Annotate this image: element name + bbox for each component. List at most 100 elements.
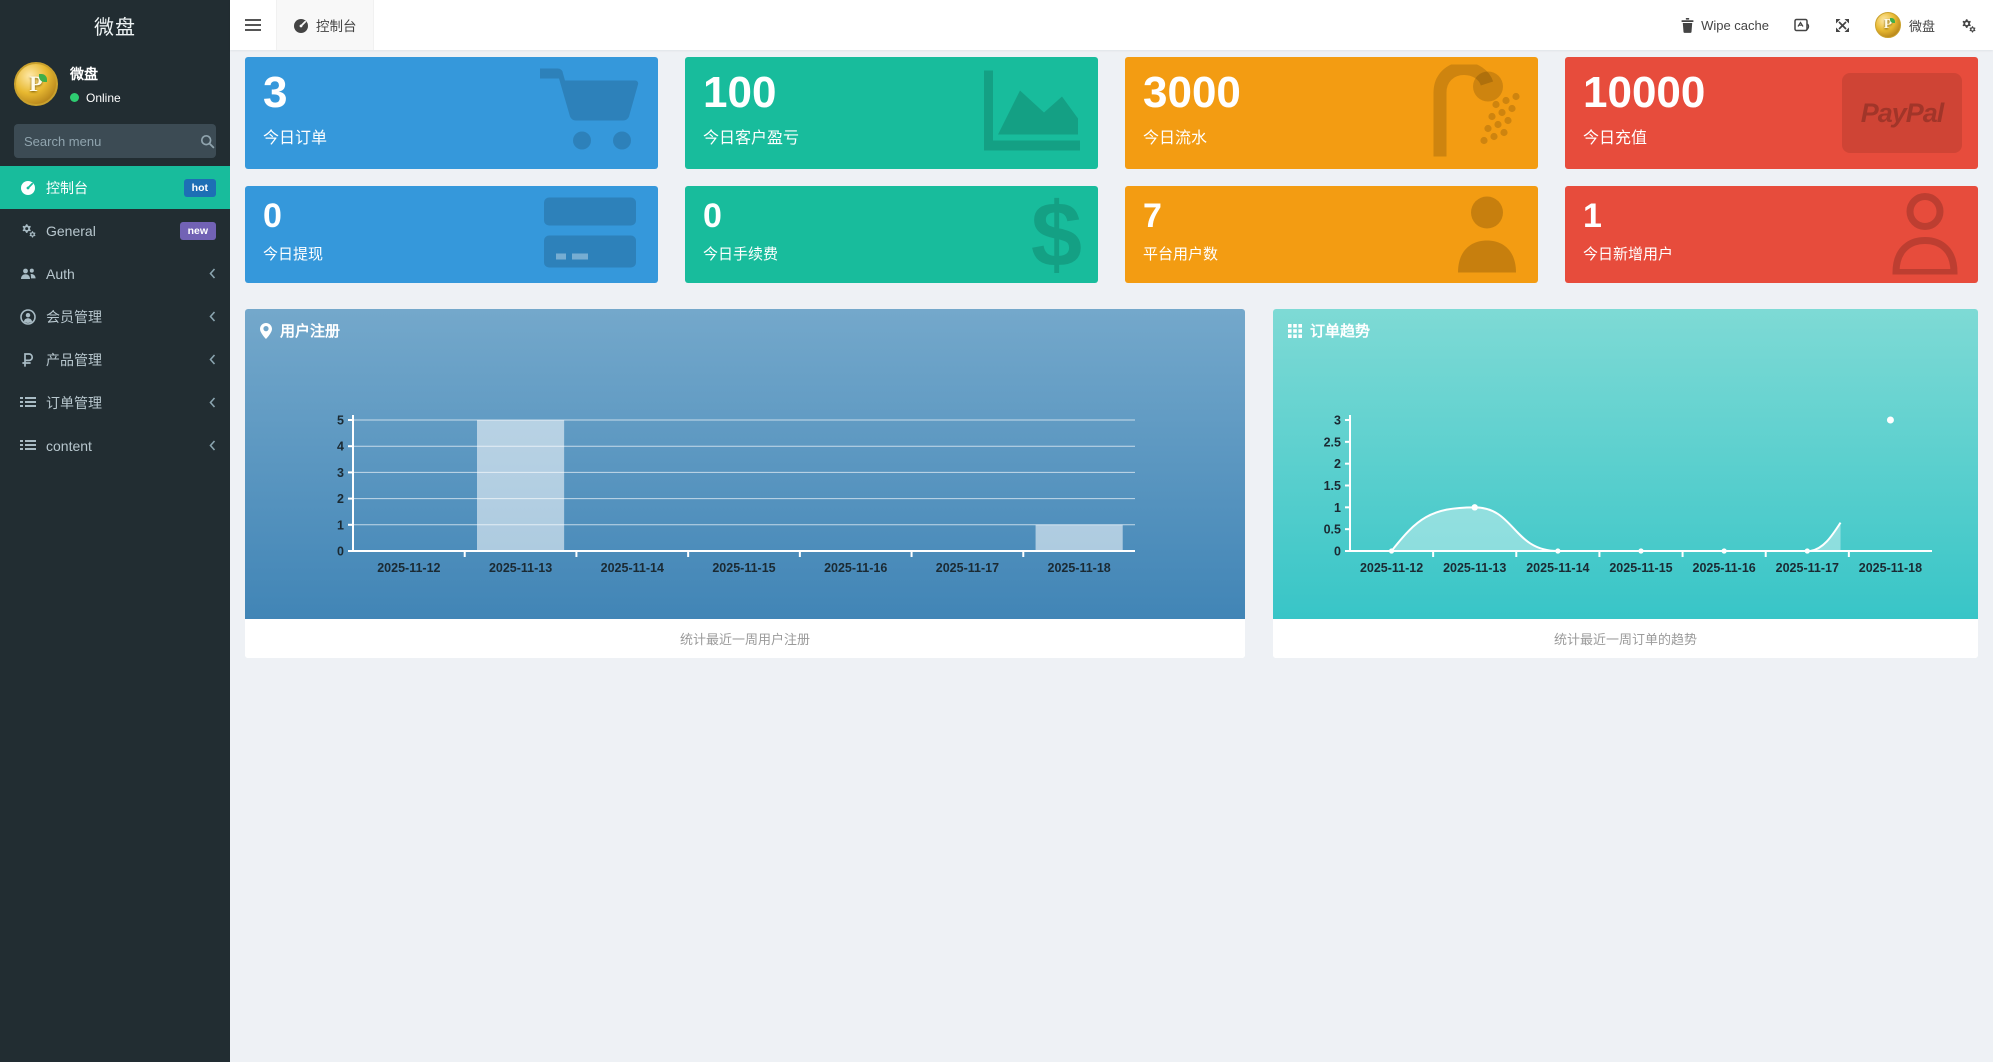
svg-text:2025-11-16: 2025-11-16: [1693, 561, 1756, 575]
dollar-icon: $: [1030, 186, 1082, 283]
users-icon: [20, 267, 44, 281]
stat-value: 3: [263, 68, 288, 117]
chevron-left-icon: [209, 397, 216, 408]
chevron-left-icon: [209, 268, 216, 279]
sidebar-item-label: Auth: [46, 265, 75, 282]
sidebar-user-name: 微盘: [70, 65, 98, 82]
online-status: Online: [70, 91, 121, 105]
stat-card-fees-today[interactable]: 0 今日手续费 $: [685, 186, 1098, 283]
user-registration-chart: 用户注册 0 1 2 3 4 5 2025-11-12 2025-11-13 2025-11-1…: [245, 309, 1245, 619]
sidebar-item-auth[interactable]: Auth: [0, 252, 230, 295]
sidebar-item-label: General: [46, 222, 96, 239]
cart-icon: [536, 67, 642, 160]
sidebar-item-dashboard[interactable]: 控制台 hot: [0, 166, 230, 209]
svg-text:2025-11-15: 2025-11-15: [712, 561, 775, 575]
svg-text:2: 2: [1334, 457, 1341, 471]
svg-text:2025-11-14: 2025-11-14: [1526, 561, 1589, 575]
svg-text:4: 4: [337, 440, 344, 454]
fullscreen-icon[interactable]: [1835, 18, 1850, 33]
svg-text:2: 2: [337, 492, 344, 506]
svg-text:0.5: 0.5: [1324, 523, 1341, 537]
stat-label: 今日订单: [263, 130, 328, 148]
cogs-icon: [20, 223, 44, 238]
chevron-left-icon: [209, 311, 216, 322]
stat-card-platform-users[interactable]: 7 平台用户数: [1125, 186, 1538, 283]
ruble-icon: [20, 352, 44, 367]
stat-card-new-users-today[interactable]: 1 今日新增用户: [1565, 186, 1978, 283]
language-icon[interactable]: [1794, 18, 1810, 33]
shower-icon: [1426, 61, 1522, 162]
stat-card-recharge-today[interactable]: 10000 今日充值 PayPal: [1565, 57, 1978, 169]
svg-text:2025-11-13: 2025-11-13: [1443, 561, 1506, 575]
svg-text:2025-11-17: 2025-11-17: [1776, 561, 1839, 575]
list-icon: [20, 396, 44, 410]
sidebar-item-content[interactable]: content: [0, 424, 230, 467]
stat-value: 7: [1143, 197, 1162, 235]
user-circle-icon: [20, 308, 44, 325]
stat-label: 今日充值: [1583, 130, 1648, 148]
sidebar-item-label: 订单管理: [46, 394, 102, 411]
sidebar-item-orders[interactable]: 订单管理: [0, 381, 230, 424]
stat-value: 0: [263, 197, 282, 235]
topbar-user-menu[interactable]: P 微盘: [1874, 12, 1935, 38]
bar-chart-svg: 0 1 2 3 4 5 2025-11-12 2025-11-13 2025-11-14 2025…: [337, 414, 1135, 575]
online-status-label: Online: [86, 90, 121, 105]
dashboard-icon: [293, 18, 309, 33]
svg-text:3: 3: [1334, 414, 1341, 428]
chart-panels-row: 用户注册 0 1 2 3 4 5 2025-11-12 2025-11-13 2025-11-1…: [245, 309, 1978, 658]
sidebar-item-label: 产品管理: [46, 351, 102, 368]
stat-card-withdraw-today[interactable]: 0 今日提现: [245, 186, 658, 283]
tab-dashboard[interactable]: 控制台: [276, 0, 374, 50]
order-trend-panel: 订单趋势 0 0.5 1 1.5 2 2.5 3 2025-11-12 2025-11-13 20…: [1273, 309, 1978, 658]
wipe-cache-label: Wipe cache: [1701, 17, 1769, 33]
paypal-icon: PayPal: [1842, 73, 1962, 153]
svg-text:0: 0: [337, 545, 344, 559]
stat-value: 1: [1583, 197, 1602, 235]
sidebar-item-products[interactable]: 产品管理: [0, 338, 230, 381]
svg-text:0: 0: [1334, 545, 1341, 559]
svg-text:3: 3: [337, 466, 344, 480]
svg-text:2025-11-13: 2025-11-13: [489, 561, 552, 575]
svg-text:1: 1: [337, 518, 344, 532]
tab-label: 控制台: [316, 19, 357, 34]
settings-cogs-icon[interactable]: [1960, 18, 1977, 33]
user-icon: [1452, 192, 1522, 277]
stat-card-turnover-today[interactable]: 3000 今日流水: [1125, 57, 1538, 169]
chart-footer: 统计最近一周用户注册: [245, 619, 1245, 658]
area-chart-icon: [982, 69, 1082, 158]
stat-cards-row-2: 0 今日提现 0 今日手续费 $ 7 平台用户数: [245, 186, 1978, 283]
main-area: 控制台 Wipe cache P 微盘: [230, 0, 1993, 1062]
svg-text:5: 5: [337, 414, 344, 428]
sidebar-user-panel: P 微盘 Online: [0, 50, 230, 116]
stat-cards-row-1: 3 今日订单 100 今日客户盈亏 3000 今日流水: [245, 57, 1978, 169]
search-input[interactable]: [24, 133, 200, 149]
sidebar-toggle-button[interactable]: [230, 0, 276, 50]
online-dot-icon: [70, 93, 79, 102]
sidebar-item-general[interactable]: General new: [0, 209, 230, 252]
stat-card-client-pnl-today[interactable]: 100 今日客户盈亏: [685, 57, 1098, 169]
svg-text:2025-11-12: 2025-11-12: [377, 561, 440, 575]
search-icon[interactable]: [200, 134, 215, 149]
order-trend-chart: 订单趋势 0 0.5 1 1.5 2 2.5 3 2025-11-12 2025-11-13 20…: [1273, 309, 1978, 619]
sidebar-item-label: 控制台: [46, 179, 88, 196]
chevron-left-icon: [209, 440, 216, 451]
chart-title: 用户注册: [280, 323, 341, 340]
stat-card-orders-today[interactable]: 3 今日订单: [245, 57, 658, 169]
svg-text:2025-11-15: 2025-11-15: [1609, 561, 1672, 575]
svg-text:2025-11-16: 2025-11-16: [824, 561, 887, 575]
sidebar-item-label: 会员管理: [46, 308, 102, 325]
stat-value: 3000: [1143, 68, 1241, 117]
chart-title: 订单趋势: [1310, 323, 1371, 340]
svg-text:1.5: 1.5: [1324, 479, 1341, 493]
stat-label: 今日客户盈亏: [703, 130, 800, 148]
svg-text:2025-11-17: 2025-11-17: [936, 561, 999, 575]
sidebar-search: [14, 124, 216, 158]
svg-text:2025-11-14: 2025-11-14: [601, 561, 664, 575]
chevron-left-icon: [209, 354, 216, 365]
list-icon: [20, 439, 44, 453]
sidebar-item-members[interactable]: 会员管理: [0, 295, 230, 338]
hot-badge: hot: [183, 178, 216, 197]
wipe-cache-button[interactable]: Wipe cache: [1681, 17, 1769, 33]
stat-value: 100: [703, 68, 777, 117]
